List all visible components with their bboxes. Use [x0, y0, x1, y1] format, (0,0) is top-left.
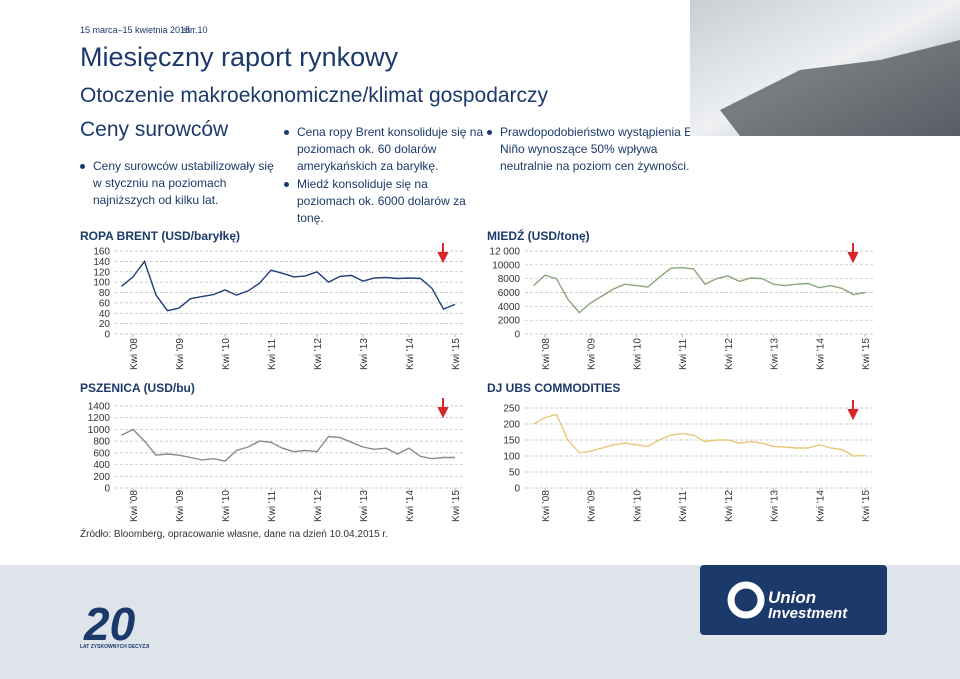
- y-tick-label: 0: [514, 484, 520, 495]
- x-tick-label: Kwi '10: [221, 490, 232, 522]
- x-tick-label: Kwi '11: [678, 338, 689, 370]
- x-tick-label: Kwi '15: [861, 338, 872, 370]
- y-tick-label: 2000: [498, 316, 521, 327]
- x-tick-label: Kwi '14: [815, 338, 826, 370]
- x-tick-label: Kwi '09: [587, 490, 598, 522]
- bullet: Cena ropy Brent konsoliduje się na pozio…: [284, 124, 487, 175]
- chart-title: ROPA BRENT (USD/baryłkę): [80, 229, 240, 243]
- y-tick-label: 50: [509, 468, 521, 479]
- y-tick-label: 20: [99, 319, 111, 330]
- chart-title: PSZENICA (USD/bu): [80, 381, 195, 395]
- y-tick-label: 100: [93, 278, 110, 289]
- y-tick-label: 140: [93, 257, 110, 268]
- x-tick-label: Kwi '14: [815, 490, 826, 522]
- x-tick-label: Kwi '15: [451, 338, 462, 370]
- x-tick-label: Kwi '12: [724, 338, 735, 370]
- x-tick-label: Kwi '13: [359, 338, 370, 370]
- y-tick-label: 6000: [498, 288, 521, 299]
- arrow: [847, 243, 859, 264]
- x-tick-label: Kwi '10: [632, 490, 643, 522]
- y-tick-label: 1000: [88, 425, 111, 436]
- y-tick-label: 0: [104, 330, 110, 341]
- x-tick-label: Kwi '08: [541, 338, 552, 370]
- chart-title: DJ UBS COMMODITIES: [487, 381, 620, 395]
- line: [533, 413, 866, 457]
- y-tick-label: 40: [99, 309, 111, 320]
- anniversary-text: LAT ZYSKOWNYCH DECYZJI: [80, 644, 150, 650]
- y-tick-label: 80: [99, 288, 111, 299]
- y-tick-label: 8000: [498, 274, 521, 285]
- y-tick-label: 200: [93, 472, 110, 483]
- y-tick-label: 200: [503, 420, 520, 431]
- x-tick-label: Kwi '11: [267, 338, 278, 370]
- y-tick-label: 1200: [88, 413, 111, 424]
- x-tick-label: Kwi '14: [405, 338, 416, 370]
- x-tick-label: Kwi '14: [405, 490, 416, 522]
- x-tick-label: Kwi '08: [129, 338, 140, 370]
- y-tick-label: 600: [93, 448, 110, 459]
- x-tick-label: Kwi '13: [359, 490, 370, 522]
- y-tick-label: 1400: [88, 402, 111, 413]
- x-tick-label: Kwi '15: [861, 490, 872, 522]
- photo-shape: [720, 40, 960, 136]
- y-tick-label: 12 000: [489, 247, 520, 258]
- y-tick-label: 800: [93, 437, 110, 448]
- x-tick-label: Kwi '08: [541, 490, 552, 522]
- source: Źródło: Bloomberg, opracowanie własne, d…: [80, 529, 388, 540]
- arrow: [847, 400, 859, 421]
- line: [121, 259, 456, 312]
- y-tick-label: 250: [503, 404, 520, 415]
- brand-mark: [727, 581, 765, 619]
- title: Miesięczny raport rynkowy: [80, 42, 399, 72]
- y-tick-label: 150: [503, 436, 520, 447]
- subtitle: Otoczenie makroekonomiczne/klimat gospod…: [80, 84, 549, 107]
- x-tick-label: Kwi '11: [267, 490, 278, 522]
- y-tick-label: 0: [514, 330, 520, 341]
- y-tick-label: 0: [104, 484, 110, 495]
- x-tick-label: Kwi '13: [770, 490, 781, 522]
- x-tick-label: Kwi '10: [632, 338, 643, 370]
- y-tick-label: 100: [503, 452, 520, 463]
- arrow: [437, 243, 449, 264]
- x-tick-label: Kwi '12: [724, 490, 735, 522]
- arrow: [437, 398, 449, 419]
- x-tick-label: Kwi '09: [175, 490, 186, 522]
- line: [533, 266, 866, 314]
- anniversary-number: 20: [83, 598, 136, 650]
- date: 15 marca–15 kwietnia 2015 r.: [80, 25, 198, 35]
- x-tick-label: Kwi '09: [175, 338, 186, 370]
- line: [121, 428, 455, 462]
- x-tick-label: Kwi '08: [129, 490, 140, 522]
- brand: Union: [768, 588, 816, 607]
- x-tick-label: Kwi '12: [313, 338, 324, 370]
- y-tick-label: 4000: [498, 302, 521, 313]
- x-tick-label: Kwi '15: [451, 490, 462, 522]
- y-tick-label: 400: [93, 460, 110, 471]
- chart-title: MIEDŹ (USD/tonę): [487, 228, 590, 243]
- x-tick-label: Kwi '09: [587, 338, 598, 370]
- x-tick-label: Kwi '11: [678, 490, 689, 522]
- x-tick-label: Kwi '13: [770, 338, 781, 370]
- section-heading: Ceny surowców: [80, 118, 229, 141]
- page-number: str. 10: [183, 25, 208, 35]
- bullet: Miedź konsoliduje się na poziomach ok. 6…: [284, 176, 487, 227]
- y-tick-label: 60: [99, 298, 111, 309]
- bullet: Prawdopodobieństwo wystąpienia El Niño w…: [487, 124, 695, 175]
- y-tick-label: 10000: [492, 260, 520, 271]
- x-tick-label: Kwi '12: [313, 490, 324, 522]
- bullet: Ceny surowców ustabilizowały się w stycz…: [80, 158, 283, 209]
- y-tick-label: 160: [93, 247, 110, 258]
- x-tick-label: Kwi '10: [221, 338, 232, 370]
- brand: Investment: [768, 605, 848, 622]
- y-tick-label: 120: [93, 267, 110, 278]
